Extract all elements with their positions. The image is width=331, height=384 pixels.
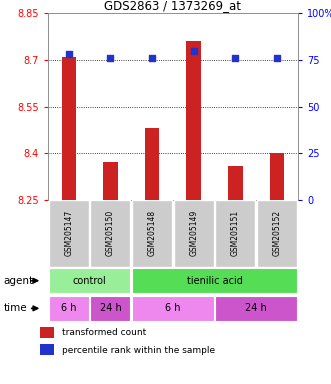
Bar bbox=[90, 200, 130, 267]
Bar bbox=[174, 200, 214, 267]
Bar bbox=[215, 200, 256, 267]
Bar bbox=[215, 296, 297, 321]
Bar bbox=[186, 41, 201, 200]
Text: GSM205152: GSM205152 bbox=[272, 210, 282, 257]
Point bbox=[108, 55, 113, 61]
Text: percentile rank within the sample: percentile rank within the sample bbox=[62, 346, 215, 354]
Bar bbox=[49, 296, 89, 321]
Bar bbox=[132, 200, 172, 267]
Text: GSM205149: GSM205149 bbox=[189, 210, 198, 257]
Point bbox=[274, 55, 280, 61]
Bar bbox=[62, 57, 76, 200]
Text: agent: agent bbox=[3, 276, 33, 286]
Text: 6 h: 6 h bbox=[165, 303, 181, 313]
Point bbox=[66, 51, 71, 58]
Bar bbox=[132, 296, 214, 321]
Bar bbox=[145, 128, 160, 200]
Bar bbox=[257, 200, 297, 267]
Bar bbox=[40, 327, 54, 338]
Text: GSM205150: GSM205150 bbox=[106, 210, 115, 257]
Bar bbox=[132, 268, 297, 293]
Bar bbox=[228, 166, 243, 200]
Bar bbox=[49, 268, 130, 293]
Bar bbox=[270, 153, 284, 200]
Text: control: control bbox=[73, 276, 107, 286]
Text: 24 h: 24 h bbox=[100, 303, 121, 313]
Text: transformed count: transformed count bbox=[62, 328, 146, 337]
Text: time: time bbox=[3, 303, 27, 313]
Bar bbox=[40, 344, 54, 355]
Title: GDS2863 / 1373269_at: GDS2863 / 1373269_at bbox=[105, 0, 241, 12]
Text: GSM205151: GSM205151 bbox=[231, 210, 240, 257]
Point bbox=[191, 48, 196, 54]
Text: tienilic acid: tienilic acid bbox=[187, 276, 243, 286]
Text: GSM205148: GSM205148 bbox=[148, 210, 157, 257]
Bar bbox=[90, 296, 130, 321]
Text: 24 h: 24 h bbox=[245, 303, 267, 313]
Bar bbox=[103, 162, 118, 200]
Bar bbox=[49, 200, 89, 267]
Point bbox=[150, 55, 155, 61]
Point bbox=[233, 55, 238, 61]
Text: 6 h: 6 h bbox=[61, 303, 76, 313]
Text: GSM205147: GSM205147 bbox=[64, 210, 73, 257]
